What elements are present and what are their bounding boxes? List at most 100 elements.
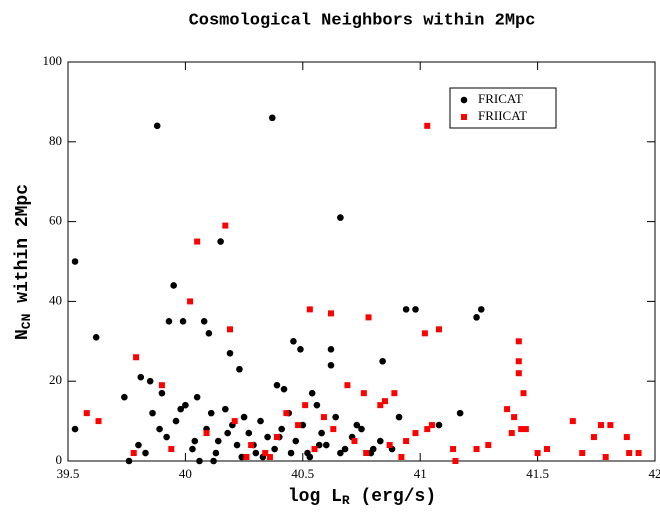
point	[295, 422, 302, 429]
point	[226, 349, 234, 357]
point	[515, 370, 522, 377]
point	[508, 430, 515, 437]
point	[543, 446, 550, 453]
point	[623, 434, 630, 441]
point	[635, 450, 642, 457]
point	[504, 406, 511, 413]
point	[395, 413, 403, 421]
point	[365, 314, 372, 321]
point	[518, 426, 525, 433]
point	[268, 114, 276, 122]
point	[243, 454, 250, 461]
point	[266, 454, 273, 461]
point	[318, 429, 325, 437]
point	[515, 338, 522, 345]
point	[435, 326, 442, 333]
point	[187, 298, 194, 305]
point	[240, 413, 248, 421]
point	[92, 334, 100, 341]
x-label-rest: (erg/s)	[350, 487, 436, 507]
point	[421, 330, 428, 337]
legend-marker	[461, 114, 467, 120]
legend-marker	[460, 96, 468, 104]
point	[515, 358, 522, 365]
point	[222, 222, 229, 229]
x-label-sub: R	[342, 493, 350, 508]
y-tick-label: 100	[43, 53, 63, 68]
point	[520, 390, 527, 397]
point	[337, 214, 344, 221]
point	[379, 357, 386, 365]
legend-label: FRICAT	[478, 91, 523, 106]
point	[376, 437, 384, 445]
x-tick-label: 40	[179, 466, 192, 481]
y-tick-label: 0	[56, 452, 63, 467]
point	[203, 430, 210, 437]
point	[344, 382, 351, 389]
point	[450, 446, 457, 453]
point	[205, 330, 213, 337]
x-tick-label: 40.5	[291, 466, 314, 481]
point	[341, 445, 349, 453]
point	[313, 401, 321, 409]
point	[424, 122, 431, 129]
point	[626, 450, 633, 457]
point	[456, 409, 464, 417]
point	[287, 449, 295, 457]
y-tick-label: 60	[49, 213, 62, 228]
point	[320, 414, 327, 421]
point	[231, 418, 238, 425]
point	[133, 354, 140, 361]
point	[360, 390, 367, 397]
x-tick-label: 42	[649, 466, 660, 481]
point	[273, 434, 280, 441]
point	[435, 421, 443, 429]
point	[602, 454, 609, 461]
point	[283, 410, 290, 417]
point	[337, 449, 344, 457]
y-label-rest: within 2Mpc	[13, 184, 33, 314]
x-tick-label: 41.5	[526, 466, 549, 481]
point	[332, 413, 339, 421]
point	[146, 377, 154, 385]
point	[485, 442, 492, 449]
point	[170, 282, 177, 289]
point	[306, 306, 313, 313]
point	[590, 434, 597, 441]
point	[308, 389, 316, 397]
point	[607, 422, 614, 429]
point	[398, 454, 405, 461]
point	[386, 442, 393, 449]
point	[297, 345, 304, 353]
point	[137, 373, 145, 381]
point	[193, 393, 201, 401]
point	[248, 442, 255, 449]
point	[311, 446, 318, 453]
point	[377, 402, 384, 409]
point	[182, 401, 189, 409]
point	[511, 414, 518, 421]
point	[327, 361, 335, 369]
point	[217, 238, 224, 245]
point	[252, 449, 260, 457]
point	[534, 450, 541, 457]
point	[412, 430, 419, 437]
point	[299, 421, 307, 429]
point	[130, 450, 137, 457]
y-axis-label: NCN within 2Mpc	[13, 184, 35, 340]
point	[222, 405, 229, 413]
point	[233, 441, 241, 449]
point	[224, 429, 231, 437]
point	[207, 409, 215, 417]
point	[522, 426, 529, 433]
point	[315, 441, 323, 449]
point	[597, 422, 604, 429]
y-tick-label: 40	[49, 292, 62, 307]
point	[83, 410, 90, 417]
point	[172, 417, 180, 425]
point	[271, 445, 278, 453]
point	[412, 306, 419, 313]
point	[358, 425, 365, 433]
point	[257, 417, 264, 425]
